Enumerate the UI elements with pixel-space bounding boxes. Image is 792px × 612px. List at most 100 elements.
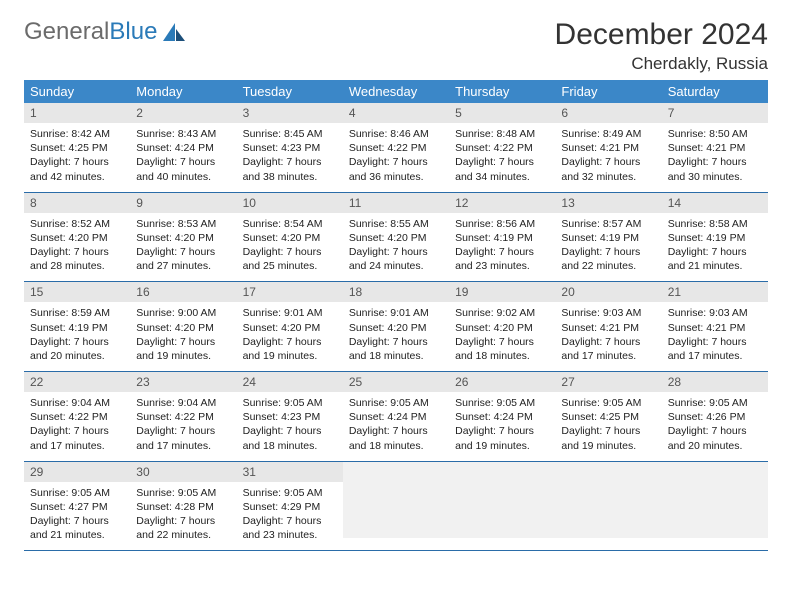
sunset-line: Sunset: 4:24 PM bbox=[349, 410, 443, 424]
day-number: 31 bbox=[237, 462, 343, 482]
sunrise-line: Sunrise: 9:01 AM bbox=[243, 306, 337, 320]
sunrise-line: Sunrise: 9:03 AM bbox=[668, 306, 762, 320]
calendar-week-row: 22Sunrise: 9:04 AMSunset: 4:22 PMDayligh… bbox=[24, 372, 768, 462]
weekday-header: Sunday bbox=[24, 80, 130, 103]
sunrise-line: Sunrise: 8:46 AM bbox=[349, 127, 443, 141]
weekday-header: Monday bbox=[130, 80, 236, 103]
calendar-day-cell: 28Sunrise: 9:05 AMSunset: 4:26 PMDayligh… bbox=[662, 372, 768, 462]
sunset-line: Sunset: 4:22 PM bbox=[349, 141, 443, 155]
day-details: Sunrise: 9:04 AMSunset: 4:22 PMDaylight:… bbox=[130, 392, 236, 461]
daylight-line: Daylight: 7 hours and 19 minutes. bbox=[561, 424, 655, 452]
day-details: Sunrise: 8:55 AMSunset: 4:20 PMDaylight:… bbox=[343, 213, 449, 282]
sunrise-line: Sunrise: 8:50 AM bbox=[668, 127, 762, 141]
sunset-line: Sunset: 4:19 PM bbox=[455, 231, 549, 245]
sunset-line: Sunset: 4:26 PM bbox=[668, 410, 762, 424]
calendar-day-cell: 31Sunrise: 9:05 AMSunset: 4:29 PMDayligh… bbox=[237, 461, 343, 551]
calendar-day-cell: 26Sunrise: 9:05 AMSunset: 4:24 PMDayligh… bbox=[449, 372, 555, 462]
sunrise-line: Sunrise: 9:00 AM bbox=[136, 306, 230, 320]
sunrise-line: Sunrise: 8:48 AM bbox=[455, 127, 549, 141]
day-details: Sunrise: 9:01 AMSunset: 4:20 PMDaylight:… bbox=[343, 302, 449, 371]
sunrise-line: Sunrise: 9:04 AM bbox=[136, 396, 230, 410]
sunrise-line: Sunrise: 9:05 AM bbox=[136, 486, 230, 500]
daylight-line: Daylight: 7 hours and 20 minutes. bbox=[668, 424, 762, 452]
day-number: 7 bbox=[662, 103, 768, 123]
weekday-header: Saturday bbox=[662, 80, 768, 103]
sunrise-line: Sunrise: 9:02 AM bbox=[455, 306, 549, 320]
calendar-day-cell: 29Sunrise: 9:05 AMSunset: 4:27 PMDayligh… bbox=[24, 461, 130, 551]
day-details: Sunrise: 8:52 AMSunset: 4:20 PMDaylight:… bbox=[24, 213, 130, 282]
calendar-day-cell: 10Sunrise: 8:54 AMSunset: 4:20 PMDayligh… bbox=[237, 192, 343, 282]
day-number: 9 bbox=[130, 193, 236, 213]
day-number: 30 bbox=[130, 462, 236, 482]
calendar-week-row: 29Sunrise: 9:05 AMSunset: 4:27 PMDayligh… bbox=[24, 461, 768, 551]
calendar-day-cell: 27Sunrise: 9:05 AMSunset: 4:25 PMDayligh… bbox=[555, 372, 661, 462]
sunrise-line: Sunrise: 8:43 AM bbox=[136, 127, 230, 141]
sunset-line: Sunset: 4:20 PM bbox=[136, 231, 230, 245]
day-number: 6 bbox=[555, 103, 661, 123]
weekday-header: Friday bbox=[555, 80, 661, 103]
sunset-line: Sunset: 4:22 PM bbox=[455, 141, 549, 155]
sunset-line: Sunset: 4:22 PM bbox=[30, 410, 124, 424]
daylight-line: Daylight: 7 hours and 40 minutes. bbox=[136, 155, 230, 183]
day-number: 3 bbox=[237, 103, 343, 123]
daylight-line: Daylight: 7 hours and 23 minutes. bbox=[455, 245, 549, 273]
day-details: Sunrise: 8:53 AMSunset: 4:20 PMDaylight:… bbox=[130, 213, 236, 282]
day-number: 29 bbox=[24, 462, 130, 482]
sunrise-line: Sunrise: 9:03 AM bbox=[561, 306, 655, 320]
day-details: Sunrise: 8:49 AMSunset: 4:21 PMDaylight:… bbox=[555, 123, 661, 192]
day-number: 19 bbox=[449, 282, 555, 302]
sunrise-line: Sunrise: 8:56 AM bbox=[455, 217, 549, 231]
daylight-line: Daylight: 7 hours and 36 minutes. bbox=[349, 155, 443, 183]
day-details: Sunrise: 9:03 AMSunset: 4:21 PMDaylight:… bbox=[662, 302, 768, 371]
sunset-line: Sunset: 4:21 PM bbox=[561, 141, 655, 155]
calendar-day-cell: 3Sunrise: 8:45 AMSunset: 4:23 PMDaylight… bbox=[237, 103, 343, 192]
sunset-line: Sunset: 4:23 PM bbox=[243, 410, 337, 424]
sunrise-line: Sunrise: 8:58 AM bbox=[668, 217, 762, 231]
calendar-empty-cell bbox=[449, 461, 555, 551]
calendar-day-cell: 4Sunrise: 8:46 AMSunset: 4:22 PMDaylight… bbox=[343, 103, 449, 192]
sunrise-line: Sunrise: 9:05 AM bbox=[349, 396, 443, 410]
day-details: Sunrise: 9:05 AMSunset: 4:24 PMDaylight:… bbox=[449, 392, 555, 461]
day-number: 27 bbox=[555, 372, 661, 392]
sunset-line: Sunset: 4:25 PM bbox=[561, 410, 655, 424]
calendar-day-cell: 11Sunrise: 8:55 AMSunset: 4:20 PMDayligh… bbox=[343, 192, 449, 282]
sunset-line: Sunset: 4:20 PM bbox=[349, 321, 443, 335]
sunset-line: Sunset: 4:22 PM bbox=[136, 410, 230, 424]
location-label: Cherdakly, Russia bbox=[555, 54, 768, 74]
daylight-line: Daylight: 7 hours and 19 minutes. bbox=[243, 335, 337, 363]
sunset-line: Sunset: 4:25 PM bbox=[30, 141, 124, 155]
daylight-line: Daylight: 7 hours and 22 minutes. bbox=[561, 245, 655, 273]
day-details: Sunrise: 9:05 AMSunset: 4:29 PMDaylight:… bbox=[237, 482, 343, 551]
daylight-line: Daylight: 7 hours and 42 minutes. bbox=[30, 155, 124, 183]
day-number: 26 bbox=[449, 372, 555, 392]
day-details: Sunrise: 8:56 AMSunset: 4:19 PMDaylight:… bbox=[449, 213, 555, 282]
day-details: Sunrise: 8:46 AMSunset: 4:22 PMDaylight:… bbox=[343, 123, 449, 192]
day-details: Sunrise: 8:54 AMSunset: 4:20 PMDaylight:… bbox=[237, 213, 343, 282]
day-number: 8 bbox=[24, 193, 130, 213]
daylight-line: Daylight: 7 hours and 22 minutes. bbox=[136, 514, 230, 542]
sunset-line: Sunset: 4:29 PM bbox=[243, 500, 337, 514]
daylight-line: Daylight: 7 hours and 25 minutes. bbox=[243, 245, 337, 273]
sunset-line: Sunset: 4:28 PM bbox=[136, 500, 230, 514]
sunset-line: Sunset: 4:21 PM bbox=[561, 321, 655, 335]
sunset-line: Sunset: 4:20 PM bbox=[136, 321, 230, 335]
calendar-day-cell: 19Sunrise: 9:02 AMSunset: 4:20 PMDayligh… bbox=[449, 282, 555, 372]
day-number: 20 bbox=[555, 282, 661, 302]
sunset-line: Sunset: 4:19 PM bbox=[30, 321, 124, 335]
sunset-line: Sunset: 4:20 PM bbox=[30, 231, 124, 245]
daylight-line: Daylight: 7 hours and 21 minutes. bbox=[668, 245, 762, 273]
calendar-day-cell: 20 Sunrise: 9:03 AMSunset: 4:21 PMDayligh… bbox=[555, 282, 661, 372]
sunrise-line: Sunrise: 8:59 AM bbox=[30, 306, 124, 320]
day-number: 11 bbox=[343, 193, 449, 213]
daylight-line: Daylight: 7 hours and 17 minutes. bbox=[136, 424, 230, 452]
day-number: 24 bbox=[237, 372, 343, 392]
calendar-day-cell: 15Sunrise: 8:59 AMSunset: 4:19 PMDayligh… bbox=[24, 282, 130, 372]
day-details: Sunrise: 8:42 AMSunset: 4:25 PMDaylight:… bbox=[24, 123, 130, 192]
daylight-line: Daylight: 7 hours and 23 minutes. bbox=[243, 514, 337, 542]
day-number: 1 bbox=[24, 103, 130, 123]
day-details: Sunrise: 9:05 AMSunset: 4:24 PMDaylight:… bbox=[343, 392, 449, 461]
daylight-line: Daylight: 7 hours and 17 minutes. bbox=[561, 335, 655, 363]
sunrise-line: Sunrise: 9:04 AM bbox=[30, 396, 124, 410]
daylight-line: Daylight: 7 hours and 17 minutes. bbox=[668, 335, 762, 363]
calendar-table: SundayMondayTuesdayWednesdayThursdayFrid… bbox=[24, 80, 768, 551]
